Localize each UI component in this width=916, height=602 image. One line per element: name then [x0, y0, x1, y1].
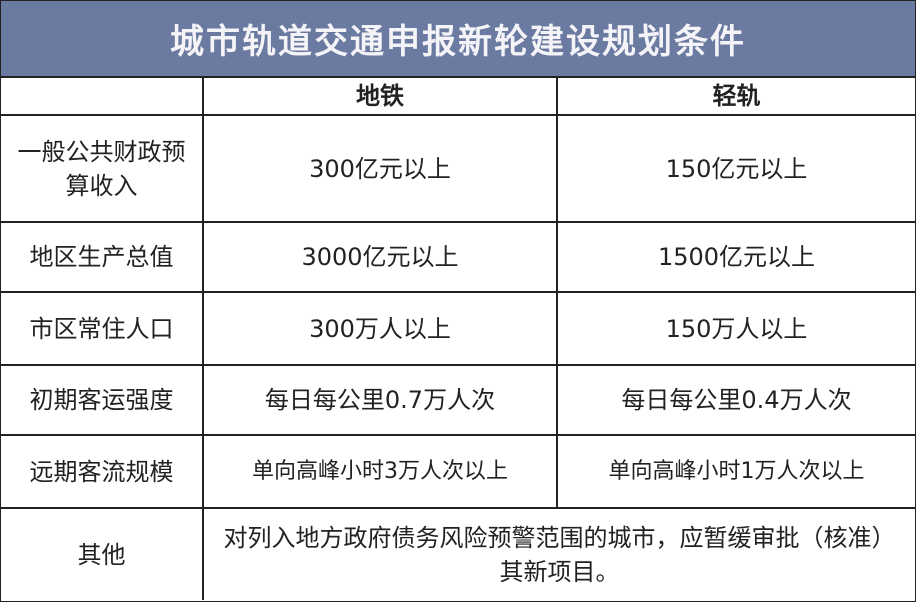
header-empty	[1, 78, 204, 116]
other-text: 对列入地方政府债务风险预警范围的城市，应暂缓审批（核准）其新项目。	[202, 507, 915, 600]
row-label: 初期客运强度	[1, 364, 204, 436]
row-label: 市区常住人口	[1, 291, 204, 366]
header-metro: 地铁	[202, 78, 558, 116]
row-label: 远期客流规模	[1, 434, 204, 509]
table-row: 市区常住人口 300万人以上 150万人以上	[1, 291, 915, 366]
conditions-table: 地铁 轻轨 一般公共财政预算收入 300亿元以上 150亿元以上 地区生产总值 …	[1, 78, 915, 600]
table-row-other: 其他 对列入地方政府债务风险预警范围的城市，应暂缓审批（核准）其新项目。	[1, 507, 915, 600]
row-label: 地区生产总值	[1, 221, 204, 293]
row-label: 一般公共财政预算收入	[1, 114, 204, 223]
metro-value: 3000亿元以上	[202, 221, 558, 293]
metro-value: 300万人以上	[202, 291, 558, 366]
table-row: 初期客运强度 每日每公里0.7万人次 每日每公里0.4万人次	[1, 364, 915, 436]
header-row: 地铁 轻轨	[1, 78, 915, 116]
light-rail-value: 每日每公里0.4万人次	[556, 364, 915, 436]
light-rail-value: 1500亿元以上	[556, 221, 915, 293]
table-row: 远期客流规模 单向高峰小时3万人次以上 单向高峰小时1万人次以上	[1, 434, 915, 509]
metro-value: 单向高峰小时3万人次以上	[202, 434, 558, 509]
light-rail-value: 150万人以上	[556, 291, 915, 366]
metro-value: 300亿元以上	[202, 114, 558, 223]
metro-value: 每日每公里0.7万人次	[202, 364, 558, 436]
row-label: 其他	[1, 507, 204, 600]
light-rail-value: 单向高峰小时1万人次以上	[556, 434, 915, 509]
table-title: 城市轨道交通申报新轮建设规划条件	[1, 1, 915, 78]
table-row: 一般公共财政预算收入 300亿元以上 150亿元以上	[1, 114, 915, 223]
header-light-rail: 轻轨	[556, 78, 915, 116]
table-row: 地区生产总值 3000亿元以上 1500亿元以上	[1, 221, 915, 293]
light-rail-value: 150亿元以上	[556, 114, 915, 223]
